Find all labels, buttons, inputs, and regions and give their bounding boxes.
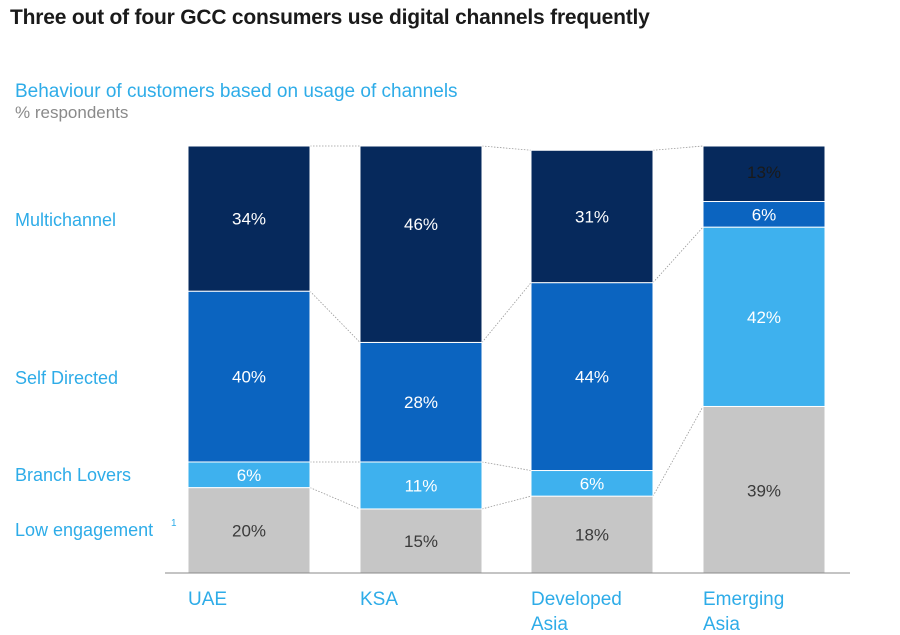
data-label: 11% bbox=[405, 476, 438, 495]
bar-segment-low-engagement bbox=[359, 508, 483, 574]
data-label: 34% bbox=[232, 210, 266, 229]
bar-segment-emerging-asia-seg-1 bbox=[702, 226, 826, 407]
connector-line bbox=[481, 495, 532, 510]
data-label: 6% bbox=[237, 466, 262, 485]
connector-line bbox=[481, 461, 532, 471]
connector-line bbox=[481, 282, 532, 343]
bar-segment-emerging-asia-seg-3 bbox=[702, 145, 826, 203]
x-tick-label: Emerging bbox=[703, 589, 784, 610]
legend-label: Branch Lovers bbox=[15, 465, 131, 485]
connector-line bbox=[481, 145, 532, 151]
chart-title: Three out of four GCC consumers use digi… bbox=[10, 6, 650, 29]
data-label: 28% bbox=[404, 393, 438, 412]
legend-label: Multichannel bbox=[15, 210, 116, 230]
connector-line bbox=[652, 406, 704, 497]
footnote-superscript: 1 bbox=[171, 518, 177, 529]
data-label: 46% bbox=[404, 215, 438, 234]
data-label: 44% bbox=[575, 368, 609, 387]
x-tick-label: KSA bbox=[360, 589, 398, 610]
bar-segment-multichannel bbox=[530, 149, 654, 284]
data-label: 31% bbox=[575, 207, 609, 226]
connector-line bbox=[652, 226, 704, 283]
connector-line bbox=[309, 290, 361, 343]
data-label: 20% bbox=[232, 521, 266, 540]
x-tick-label: Developed bbox=[531, 589, 622, 610]
bar-segment-branch-lovers bbox=[359, 461, 483, 510]
bar-segment-low-engagement bbox=[530, 495, 654, 574]
legend-label: Self Directed bbox=[15, 368, 118, 388]
data-label: 18% bbox=[575, 526, 609, 545]
bar-segment-self-directed bbox=[530, 282, 654, 472]
data-label: 13% bbox=[747, 163, 781, 182]
x-tick-label: Asia bbox=[703, 614, 740, 635]
bar-segment-low-engagement bbox=[187, 487, 311, 574]
chart-subtitle: Behaviour of customers based on usage of… bbox=[15, 81, 458, 102]
legend-label: Low engagement bbox=[15, 520, 153, 540]
unit-label: % respondents bbox=[15, 103, 129, 122]
data-label: 42% bbox=[747, 308, 781, 327]
data-label: 40% bbox=[232, 368, 266, 387]
bar-segment-emerging-asia-seg-0 bbox=[702, 405, 826, 574]
data-label: 39% bbox=[747, 481, 781, 500]
bar-segment-multichannel bbox=[187, 145, 311, 292]
connector-line bbox=[309, 487, 361, 510]
bar-segment-self-directed bbox=[359, 341, 483, 463]
bar-segment-multichannel bbox=[359, 145, 483, 343]
data-label: 15% bbox=[404, 532, 438, 551]
bar-segment-branch-lovers bbox=[530, 470, 654, 497]
data-label: 6% bbox=[752, 205, 777, 224]
data-label: 6% bbox=[580, 474, 605, 493]
bar-segment-emerging-asia-seg-2 bbox=[702, 201, 826, 228]
connector-line bbox=[652, 145, 704, 151]
x-tick-label: Asia bbox=[531, 614, 568, 635]
bar-segment-self-directed bbox=[187, 290, 311, 463]
x-tick-label: UAE bbox=[188, 589, 227, 610]
